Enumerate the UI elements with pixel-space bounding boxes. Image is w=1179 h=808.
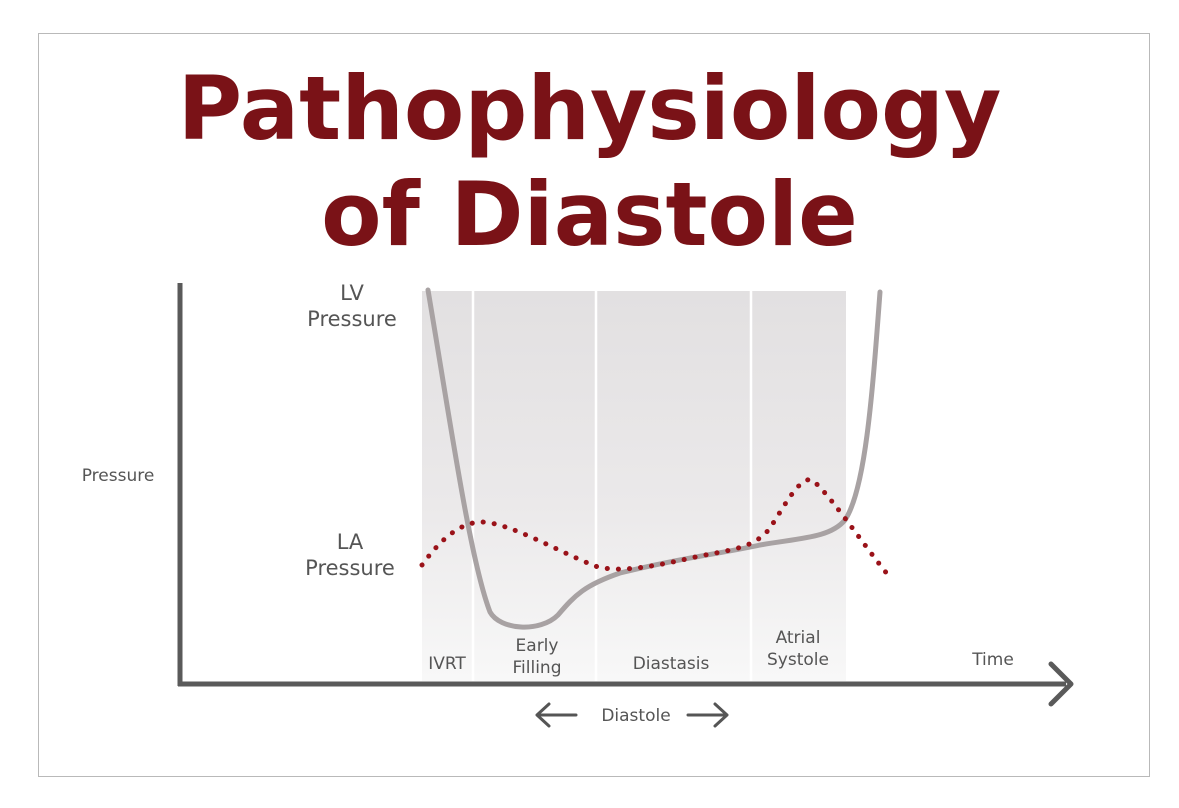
la-pressure-curve <box>419 477 891 578</box>
diastole-band <box>422 291 846 681</box>
y-axis-label: Pressure <box>82 466 155 486</box>
x-axis-arrowhead <box>1048 661 1074 707</box>
diastole-left-arrow <box>535 702 578 728</box>
lv-label-line-2: Pressure <box>307 307 397 331</box>
phase-label-early-filling-1: Early <box>516 636 559 656</box>
phase-label-diastasis: Diastasis <box>633 654 710 674</box>
lv-pressure-curve <box>425 287 883 630</box>
phase-label-ivrt: IVRT <box>428 654 466 674</box>
la-label-line-2: Pressure <box>305 556 395 580</box>
phase-label-atrial-systole-1: Atrial <box>776 628 821 648</box>
title-line-2: of Diastole <box>321 163 858 266</box>
phase-label-early-filling-2: Filling <box>513 658 562 678</box>
lv-label-line-1: LV <box>340 281 364 305</box>
x-axis-label: Time <box>971 650 1014 670</box>
diagram-frame <box>38 33 1150 777</box>
phase-label-atrial-systole-2: Systole <box>767 650 829 670</box>
diastole-right-arrow <box>686 702 729 728</box>
la-label-line-1: LA <box>337 530 364 554</box>
title-line-1: Pathophysiology <box>177 57 1002 160</box>
diastole-span-label: Diastole <box>601 706 670 726</box>
diagram-title: Pathophysiology of Diastole <box>0 56 1179 268</box>
